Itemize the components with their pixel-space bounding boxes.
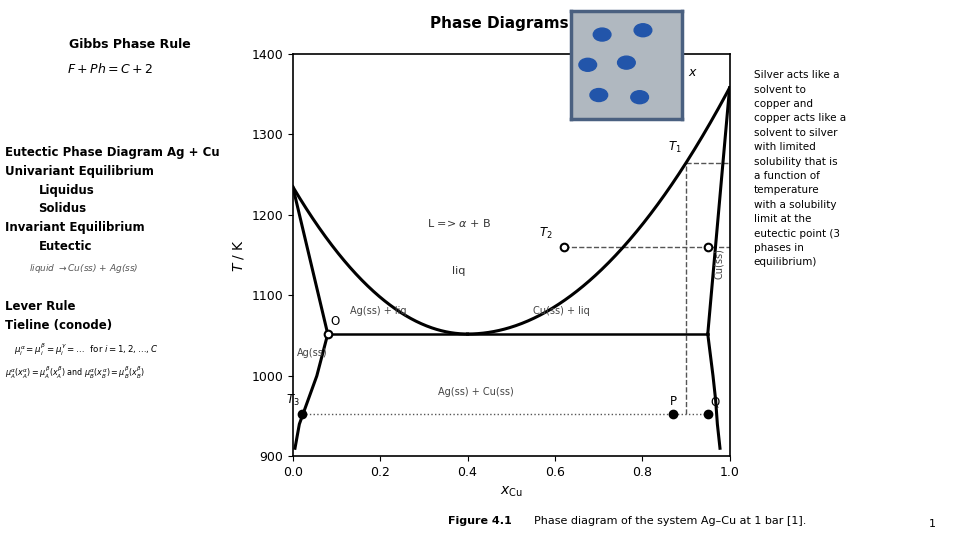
- Ellipse shape: [579, 58, 596, 71]
- X-axis label: $x_\mathrm{Cu}$: $x_\mathrm{Cu}$: [500, 484, 522, 499]
- Text: liq: liq: [452, 266, 466, 276]
- Text: Tieline (conode): Tieline (conode): [5, 319, 112, 332]
- Text: Figure 4.1: Figure 4.1: [448, 516, 512, 526]
- Text: P: P: [670, 395, 677, 408]
- Text: Cu(ss): Cu(ss): [713, 248, 724, 279]
- Text: Liquidus: Liquidus: [38, 184, 94, 197]
- Text: Ag(ss) + liq: Ag(ss) + liq: [349, 307, 406, 316]
- Ellipse shape: [590, 89, 608, 102]
- Text: O: O: [330, 315, 340, 328]
- Text: Q: Q: [710, 395, 719, 408]
- Ellipse shape: [617, 56, 636, 69]
- Text: Solidus: Solidus: [38, 202, 86, 215]
- Text: Eutectic Phase Diagram Ag + Cu: Eutectic Phase Diagram Ag + Cu: [5, 146, 220, 159]
- Text: $T_3$: $T_3$: [286, 393, 300, 408]
- Text: Phase diagram of the system Ag–Cu at 1 bar [1].: Phase diagram of the system Ag–Cu at 1 b…: [527, 516, 806, 526]
- Ellipse shape: [631, 91, 648, 104]
- Text: Silver acts like a
solvent to
copper and
copper acts like a
solvent to silver
wi: Silver acts like a solvent to copper and…: [754, 70, 846, 267]
- Text: 1: 1: [929, 519, 936, 529]
- Text: Phase Diagrams: Phase Diagrams: [430, 16, 568, 31]
- Text: Invariant Equilibrium: Invariant Equilibrium: [5, 221, 144, 234]
- Text: $\mu_i^\alpha = \mu_i^\beta = \mu_i^\gamma = \ldots$  for $i=1,2,\ldots,C$: $\mu_i^\alpha = \mu_i^\beta = \mu_i^\gam…: [14, 341, 158, 357]
- Text: Eutectic: Eutectic: [38, 240, 92, 253]
- Text: Univariant Equilibrium: Univariant Equilibrium: [5, 165, 154, 178]
- Ellipse shape: [593, 28, 611, 41]
- Text: Lever Rule: Lever Rule: [5, 300, 75, 313]
- Text: Ag(ss) + Cu(ss): Ag(ss) + Cu(ss): [439, 387, 515, 397]
- Text: $x$: $x$: [688, 66, 698, 79]
- Text: liquid $\rightarrow$Cu(ss) + Ag(ss): liquid $\rightarrow$Cu(ss) + Ag(ss): [29, 262, 138, 275]
- Text: $F + Ph = C + 2$: $F + Ph = C + 2$: [67, 62, 154, 76]
- Text: $\mu_A^\alpha(x_A^\alpha)=\mu_A^\beta(x_A^\beta)$ and $\mu_B^\alpha(x_B^\alpha)=: $\mu_A^\alpha(x_A^\alpha)=\mu_A^\beta(x_…: [5, 364, 145, 381]
- Text: L => $\alpha$ + B: L => $\alpha$ + B: [426, 217, 492, 229]
- Ellipse shape: [635, 24, 652, 37]
- Text: $T_2$: $T_2$: [540, 226, 553, 241]
- Text: Cu(ss) + liq: Cu(ss) + liq: [533, 307, 589, 316]
- Text: $T_1$: $T_1$: [668, 140, 682, 155]
- Text: Ag(ss): Ag(ss): [298, 348, 327, 359]
- Text: Gibbs Phase Rule: Gibbs Phase Rule: [69, 38, 190, 51]
- Y-axis label: $T$ / K: $T$ / K: [230, 239, 246, 272]
